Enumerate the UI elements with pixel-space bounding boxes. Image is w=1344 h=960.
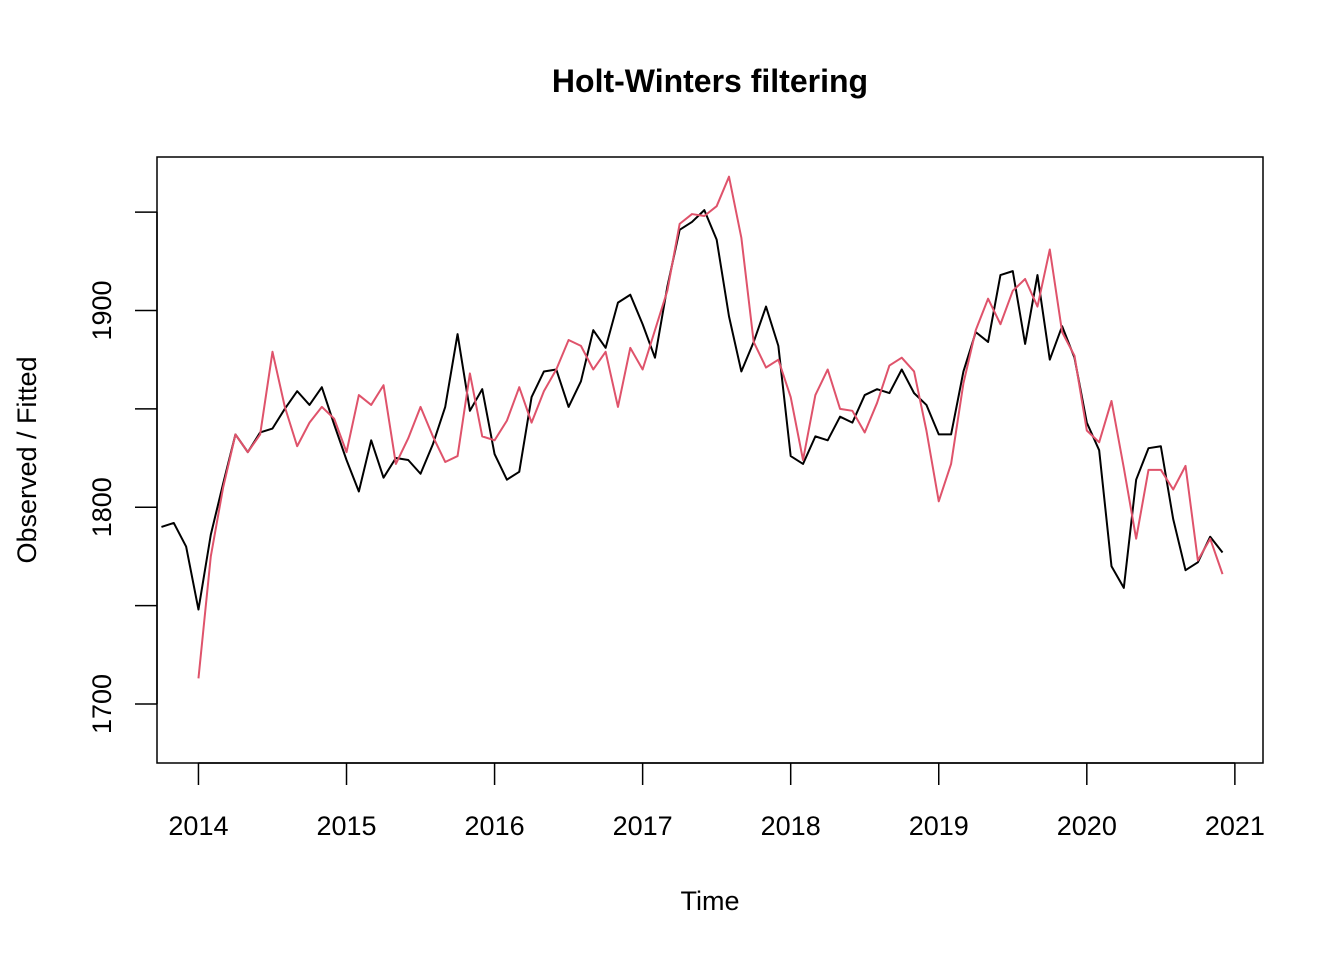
x-tick-label: 2019 — [909, 811, 969, 841]
chart-title: Holt-Winters filtering — [552, 63, 868, 99]
x-tick-label: 2017 — [613, 811, 673, 841]
plot-area-frame — [156, 156, 1264, 764]
y-axis-title: Observed / Fitted — [12, 356, 42, 563]
x-tick-label: 2014 — [168, 811, 228, 841]
x-tick-label: 2016 — [465, 811, 525, 841]
series-line-fitted — [197, 175, 1224, 679]
y-tick-label: 1700 — [87, 674, 117, 734]
x-axis: 2014 2015 2016 2017 2018 2019 2020 2021 — [168, 762, 1265, 841]
y-axis: 1700 1800 1900 — [87, 211, 158, 734]
x-tick-label: 2020 — [1057, 811, 1117, 841]
series-line-observed — [161, 209, 1224, 611]
x-tick-label: 2021 — [1205, 811, 1265, 841]
x-axis-title: Time — [681, 886, 740, 916]
x-tick-label: 2018 — [761, 811, 821, 841]
y-tick-label: 1800 — [87, 477, 117, 537]
x-tick-label: 2015 — [316, 811, 376, 841]
series-layer — [161, 175, 1224, 679]
y-tick-label: 1900 — [87, 280, 117, 340]
